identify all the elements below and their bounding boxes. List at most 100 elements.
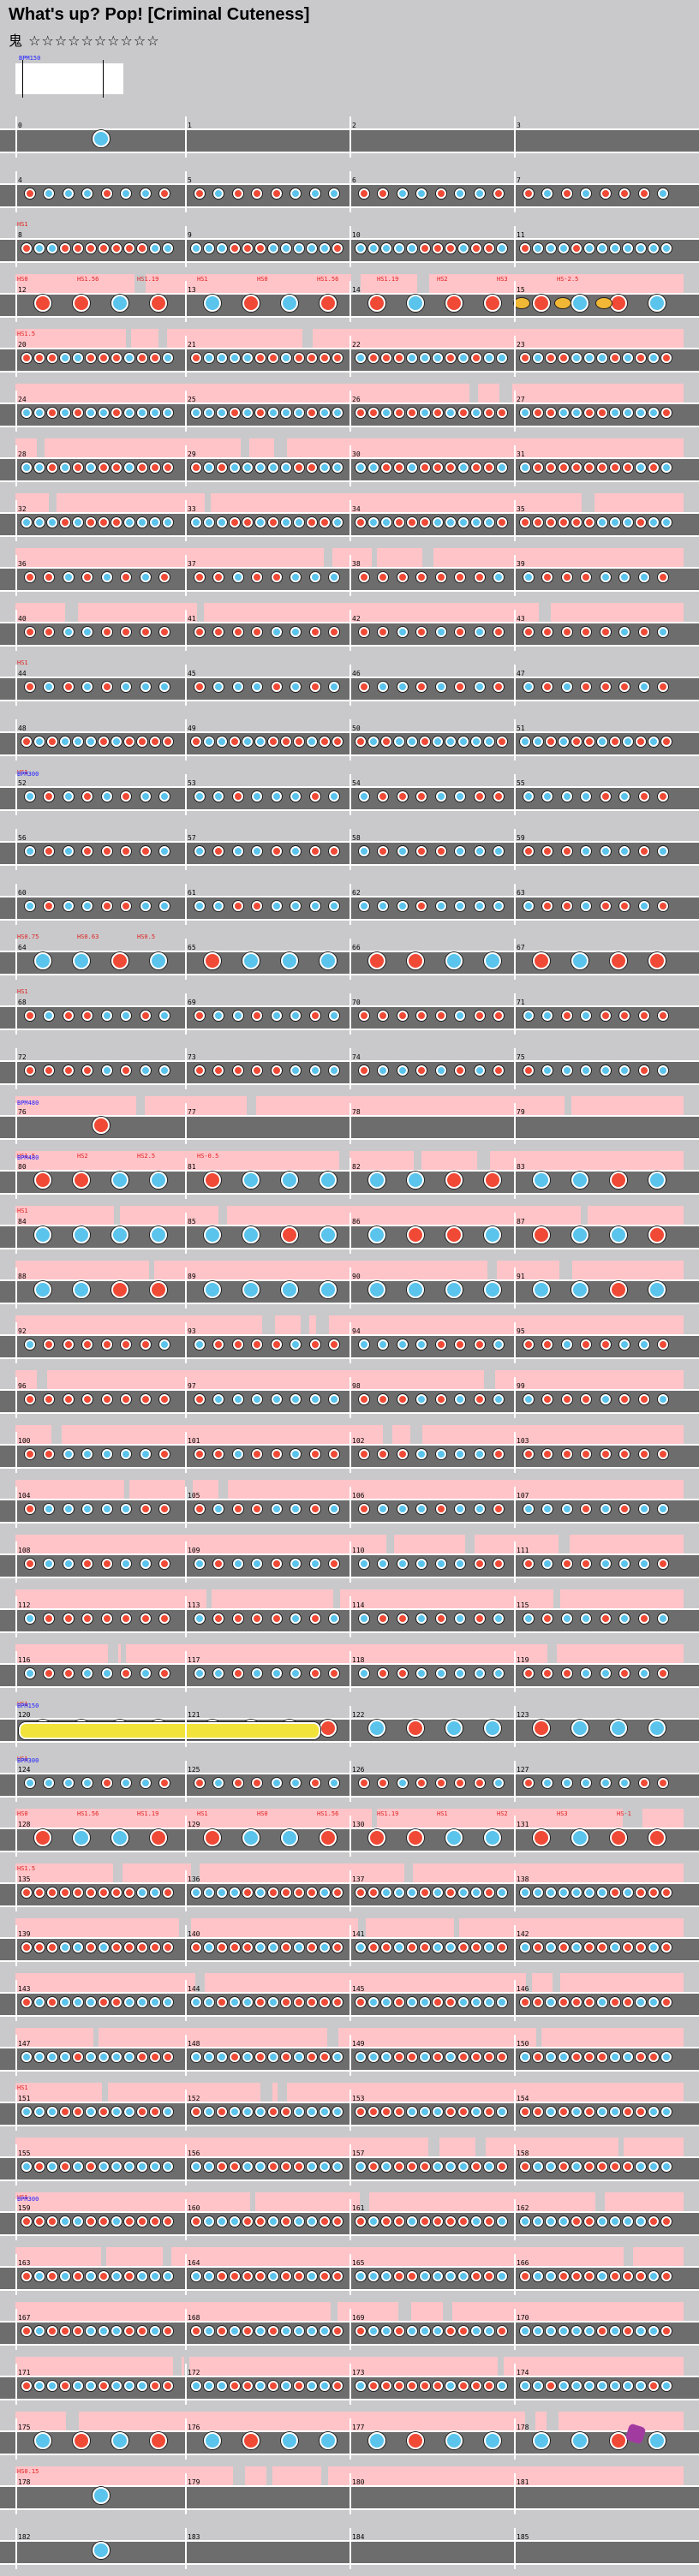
don-note: [86, 1887, 96, 1898]
don-note: [407, 517, 417, 528]
don-note: [523, 1778, 534, 1788]
difficulty-rating: 鬼 ☆☆☆☆☆☆☆☆☆☆: [9, 29, 160, 50]
don-note: [230, 517, 240, 528]
don-note: [252, 901, 262, 911]
don-note: [368, 408, 379, 418]
don-note: [242, 2271, 253, 2281]
ka-note: [433, 2162, 443, 2172]
don-note: [332, 1997, 343, 2007]
ka-note: [25, 791, 35, 802]
ka-note: [252, 1559, 262, 1569]
don-note: [368, 952, 385, 969]
don-note: [34, 353, 45, 363]
don-note: [281, 2216, 291, 2227]
measure-number: 43: [517, 615, 525, 623]
measure-number: 115: [517, 1601, 529, 1609]
ka-note: [484, 952, 501, 969]
ka-note: [497, 2107, 507, 2117]
ka-note: [658, 1504, 668, 1514]
ka-note: [329, 1504, 339, 1514]
don-note: [475, 1339, 485, 1350]
don-note: [623, 2271, 633, 2281]
don-note: [320, 353, 330, 363]
don-note: [420, 517, 430, 528]
chart-row: 159 160 161 162 HS1 BPM300: [0, 2192, 699, 2247]
scroll-speed-label: HS1: [17, 659, 28, 666]
gogo-gap: [126, 329, 131, 348]
don-note: [493, 1559, 504, 1569]
ka-note: [34, 1226, 51, 1243]
bar-line: [185, 2309, 187, 2350]
don-note: [320, 2271, 330, 2281]
bar-line: [15, 2473, 17, 2514]
bpm-label: BPM300: [17, 771, 39, 778]
don-note: [268, 1887, 278, 1898]
scroll-speed-label: HS0.15: [17, 2468, 39, 2475]
ka-note: [533, 1887, 543, 1898]
bar-line: [15, 2144, 17, 2185]
measure-number: 139: [18, 1930, 31, 1938]
ka-note: [623, 353, 633, 363]
bar-line: [350, 2528, 351, 2569]
ka-note: [329, 682, 339, 692]
don-note: [255, 353, 266, 363]
ka-note: [204, 517, 214, 528]
don-note: [597, 2162, 607, 2172]
don-note: [648, 1226, 666, 1243]
don-note: [310, 1011, 320, 1021]
measure-number: 27: [517, 396, 525, 403]
bar-line: [185, 1432, 187, 1473]
bar-line: [185, 1487, 187, 1528]
don-note: [542, 846, 553, 856]
don-note: [394, 2326, 404, 2336]
don-note: [407, 2052, 417, 2062]
ka-note: [407, 295, 424, 312]
bar-line: [185, 2528, 187, 2569]
ka-note: [102, 1065, 112, 1076]
gogo-gap: [327, 2028, 338, 2047]
don-note: [230, 408, 240, 418]
don-note: [493, 1504, 504, 1514]
measure-number: 64: [18, 944, 27, 951]
measure-number: 91: [517, 1273, 525, 1280]
ka-note: [597, 2216, 607, 2227]
bar-line: [350, 1925, 351, 1966]
ka-note: [86, 2326, 96, 2336]
bar-line: [350, 2418, 351, 2460]
ka-note: [320, 1887, 330, 1898]
don-note: [420, 462, 430, 473]
ka-note: [47, 2381, 57, 2391]
gogo-gap: [134, 274, 146, 293]
bar-line: [350, 1761, 351, 1802]
ka-note: [546, 2326, 556, 2336]
don-note: [571, 243, 582, 253]
scroll-speed-label: HS2.5: [137, 1153, 156, 1160]
measure-number: 144: [188, 1985, 200, 1993]
ka-note: [416, 1339, 427, 1350]
don-note: [559, 517, 569, 528]
ka-note: [140, 791, 151, 802]
scroll-speed-label: HS1: [17, 1208, 28, 1214]
ka-note: [639, 1668, 649, 1679]
ka-note: [416, 1613, 427, 1624]
ka-note: [368, 2216, 379, 2227]
bar-line: [350, 1706, 351, 1747]
measure-number: 163: [18, 2259, 31, 2267]
gogo-gap: [173, 2357, 182, 2376]
don-note: [397, 1613, 408, 1624]
don-note: [523, 1065, 534, 1076]
bar-line: [185, 1651, 187, 1692]
don-note: [255, 243, 266, 253]
don-note: [217, 2107, 227, 2117]
don-note: [163, 1942, 173, 1953]
bar-line: [350, 774, 351, 815]
measure-number: 145: [352, 1985, 365, 1993]
bar-line: [185, 1596, 187, 1637]
don-note: [600, 627, 611, 637]
don-note: [407, 1942, 417, 1953]
measure-number: 175: [18, 2424, 31, 2431]
don-note: [217, 2162, 227, 2172]
ka-note: [137, 517, 147, 528]
ka-note: [290, 682, 301, 692]
bar-line: [185, 2418, 187, 2460]
